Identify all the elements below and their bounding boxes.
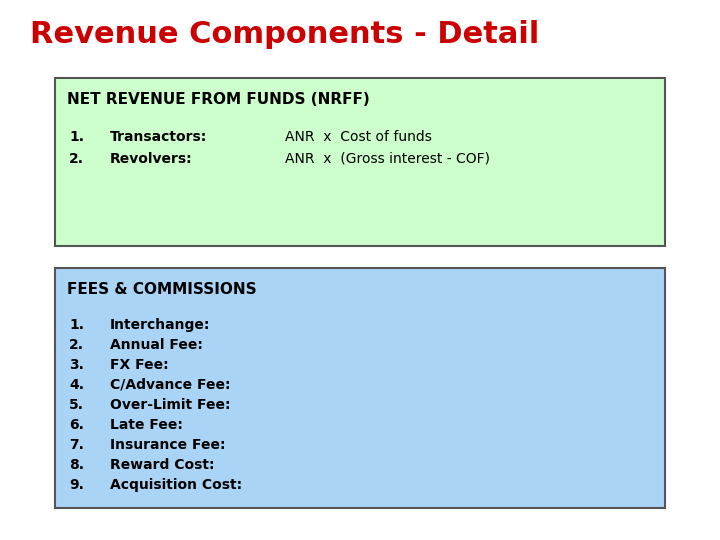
Text: ANR  x  (Gross interest - COF): ANR x (Gross interest - COF)	[285, 152, 490, 166]
Text: FX Fee:: FX Fee:	[110, 358, 168, 372]
Text: 2.: 2.	[69, 338, 84, 352]
Text: 1.: 1.	[69, 318, 84, 332]
Text: 1.: 1.	[69, 130, 84, 144]
Text: Reward Cost:: Reward Cost:	[110, 458, 215, 472]
Text: Interchange:: Interchange:	[110, 318, 210, 332]
Text: 2.: 2.	[69, 152, 84, 166]
Text: 8.: 8.	[69, 458, 84, 472]
Text: Insurance Fee:: Insurance Fee:	[110, 438, 225, 452]
Text: 3.: 3.	[69, 358, 84, 372]
Text: Revolvers:: Revolvers:	[110, 152, 193, 166]
Text: 5.: 5.	[69, 398, 84, 412]
Text: Transactors:: Transactors:	[110, 130, 207, 144]
Text: 9.: 9.	[69, 478, 84, 492]
FancyBboxPatch shape	[55, 78, 665, 246]
Text: 4.: 4.	[69, 378, 84, 392]
Text: C/Advance Fee:: C/Advance Fee:	[110, 378, 230, 392]
FancyBboxPatch shape	[55, 268, 665, 508]
Text: 6.: 6.	[69, 418, 84, 432]
Text: Annual Fee:: Annual Fee:	[110, 338, 203, 352]
Text: Acquisition Cost:: Acquisition Cost:	[110, 478, 242, 492]
Text: NET REVENUE FROM FUNDS (NRFF): NET REVENUE FROM FUNDS (NRFF)	[67, 92, 370, 107]
Text: Revenue Components - Detail: Revenue Components - Detail	[30, 20, 539, 49]
Text: 7.: 7.	[69, 438, 84, 452]
Text: Over-Limit Fee:: Over-Limit Fee:	[110, 398, 230, 412]
Text: ANR  x  Cost of funds: ANR x Cost of funds	[285, 130, 432, 144]
Text: FEES & COMMISSIONS: FEES & COMMISSIONS	[67, 282, 256, 297]
Text: Late Fee:: Late Fee:	[110, 418, 183, 432]
